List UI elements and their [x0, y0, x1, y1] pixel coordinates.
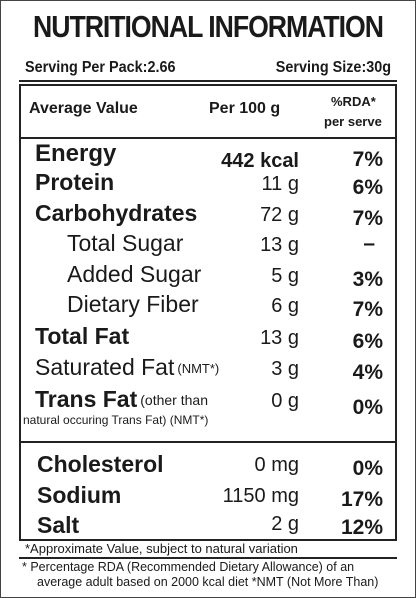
nutrient-name-text: Trans Fat	[35, 386, 138, 412]
nutrient-qualifier-line2: natural occuring Trans Fat) (NMT*)	[23, 413, 209, 427]
nutrient-value: 11 g	[261, 173, 299, 195]
nutrient-name: Protein	[35, 169, 115, 195]
nutrient-value: 5 g	[271, 265, 299, 287]
nutrient-rda: 6%	[352, 176, 383, 199]
nutrient-rda: 7%	[352, 298, 383, 321]
nutrient-name: Trans Fat (other than	[35, 388, 208, 411]
nutrient-name: Total Fat	[35, 323, 130, 349]
nutrient-rda: 6%	[352, 330, 383, 353]
nutrient-value: 2 g	[271, 513, 299, 535]
nutrient-rda: 4%	[352, 361, 383, 384]
nutrient-value: 6 g	[271, 295, 299, 317]
rda-footnote-line2: average adult based on 2000 kcal diet *N…	[37, 575, 379, 589]
nutrient-name: Dietary Fiber	[67, 291, 199, 317]
header-per-100g: Per 100 g	[209, 100, 281, 117]
nutrient-rda: 7%	[352, 148, 383, 171]
nutrient-rda: –	[363, 232, 375, 255]
header-rda: %RDA*	[331, 94, 376, 109]
rda-footnote-line1: * Percentage RDA (Recommended Dietary Al…	[22, 560, 355, 574]
nutrient-value: 442 kcal	[221, 150, 299, 172]
nutrient-value: 0 mg	[254, 454, 299, 476]
nutrient-rda: 0%	[352, 396, 383, 419]
nutrient-value: 72 g	[260, 204, 299, 226]
top-rule	[19, 80, 397, 82]
nutrient-rda: 7%	[352, 207, 383, 230]
nutrient-name: Total Sugar	[67, 230, 184, 256]
nutrient-value: 13 g	[260, 327, 299, 349]
header-rule	[21, 137, 395, 139]
nutrient-value: 0 g	[271, 390, 299, 412]
nutrient-rda: 12%	[340, 516, 383, 539]
serving-size: Serving Size:30g	[275, 59, 391, 76]
nutrient-name: Saturated Fat (NMT*)	[35, 356, 219, 379]
header-per-serve: per serve	[324, 114, 382, 129]
bottom-rule	[19, 557, 397, 559]
nutrient-qualifier: (NMT*)	[177, 361, 220, 376]
nutrient-value: 3 g	[271, 358, 299, 380]
serving-per-pack: Serving Per Pack:2.66	[25, 59, 176, 76]
approximate-value-note: *Approximate Value, subject to natural v…	[25, 541, 298, 556]
nutrient-rda: 17%	[340, 488, 383, 511]
nutrient-name: Carbohydrates	[35, 200, 198, 226]
header-average-value: Average Value	[29, 100, 138, 117]
nutrient-name: Sodium	[37, 482, 122, 508]
nutrient-name: Energy	[35, 140, 117, 167]
label-title: NUTRITIONAL INFORMATION	[33, 9, 384, 44]
nutrient-qualifier: (other than	[140, 392, 208, 408]
nutrient-name: Salt	[37, 512, 80, 538]
nutrient-value: 1150 mg	[222, 485, 299, 507]
mid-rule	[21, 441, 395, 443]
nutrient-value: 13 g	[260, 234, 299, 256]
nutrient-rda: 3%	[352, 268, 383, 291]
nutrient-name: Added Sugar	[67, 261, 202, 287]
nutrient-table: Average Value Per 100 g %RDA* per serve …	[19, 84, 397, 541]
nutrient-name-text: Saturated Fat	[35, 354, 175, 380]
nutrient-rda: 0%	[352, 457, 383, 480]
nutrient-name: Cholesterol	[37, 451, 164, 477]
